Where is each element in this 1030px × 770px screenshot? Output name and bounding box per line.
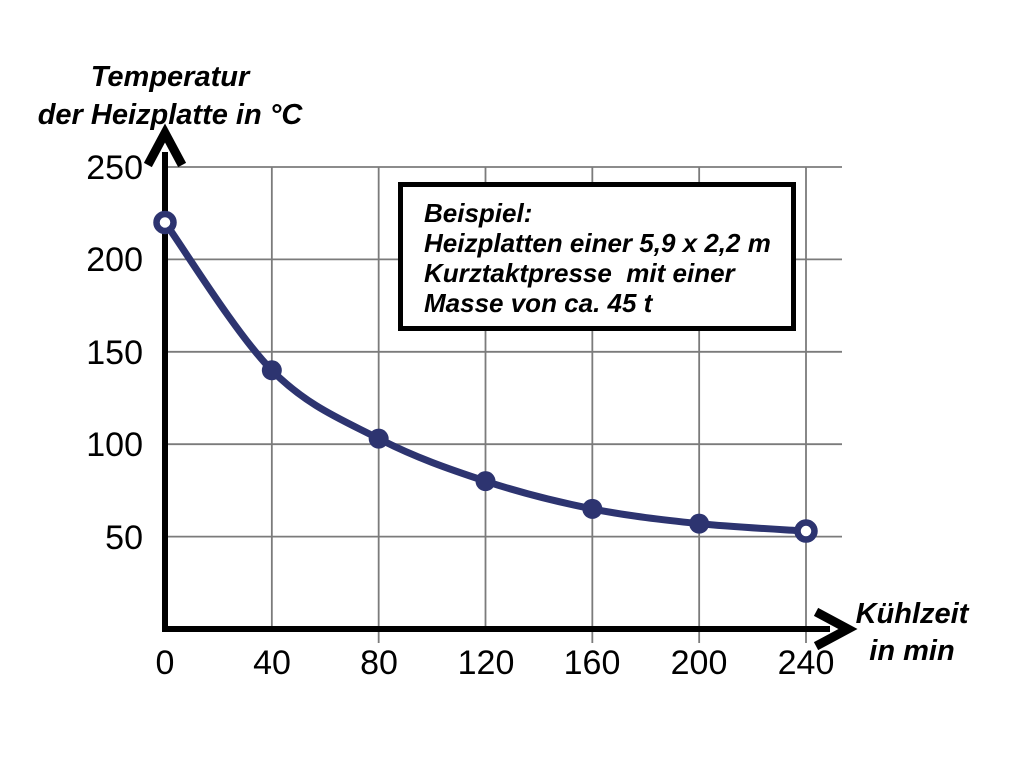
x-tick-label: 160 [563, 644, 621, 682]
annotation-line-2: Heizplatten einer 5,9 x 2,2 m [424, 228, 771, 258]
y-axis-title-line1: Temperatur [90, 61, 250, 93]
x-tick-label: 40 [253, 644, 291, 682]
annotation-line-3: Kurztaktpresse mit einer [424, 258, 735, 288]
annotation-box: Beispiel: Heizplatten einer 5,9 x 2,2 m Ku… [398, 182, 796, 331]
data-point-open [794, 519, 818, 543]
y-axis-title: Temperatur der Heizplatte in °C [25, 58, 315, 135]
y-tick-label: 250 [86, 149, 143, 187]
x-tick-label: 200 [670, 644, 728, 682]
y-tick-label: 100 [86, 426, 143, 464]
x-axis-title-line1: Kühlzeit [855, 598, 969, 630]
y-axis-title-line2: der Heizplatte in °C [37, 99, 303, 132]
data-point [261, 360, 282, 381]
annotation-line-1: Beispiel: [424, 198, 533, 228]
x-tick-label: 120 [457, 644, 515, 682]
x-axis-title-line2: in min [869, 635, 955, 668]
x-tick-label: 240 [777, 644, 835, 682]
y-tick-label: 150 [86, 334, 143, 372]
data-point-open [153, 210, 177, 235]
data-point [582, 498, 603, 519]
y-tick-label: 50 [105, 519, 143, 557]
data-point [475, 471, 496, 492]
y-axis-arrowhead [143, 123, 187, 168]
annotation-line-4: Masse von ca. 45 t [424, 288, 653, 318]
y-tick-label: 200 [86, 241, 143, 279]
x-axis-title: Kühlzeit in min [832, 596, 992, 670]
x-tick-label: 0 [155, 644, 175, 682]
data-point [368, 428, 389, 449]
data-point [689, 513, 710, 534]
x-tick-label: 80 [360, 644, 398, 682]
x-axis-arrowhead [813, 607, 858, 651]
